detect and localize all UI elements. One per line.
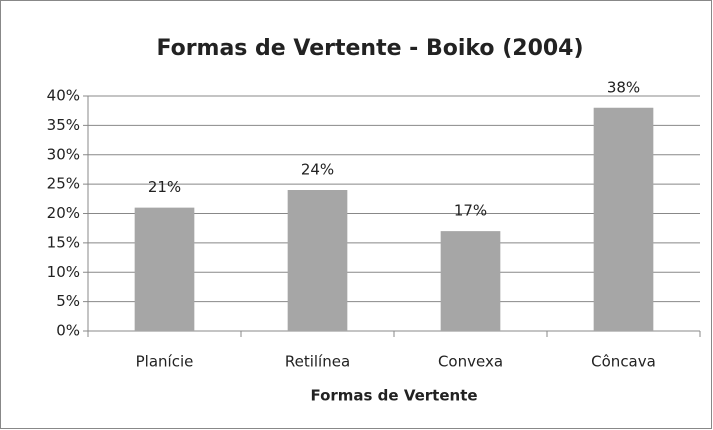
- x-tick-label: Côncava: [591, 353, 656, 371]
- y-tick-label: 20%: [47, 204, 80, 222]
- value-label: 17%: [454, 202, 487, 220]
- bar: [440, 231, 501, 331]
- y-tick-label: 0%: [56, 322, 80, 340]
- value-label: 24%: [301, 161, 334, 179]
- x-tick-label: Retilínea: [285, 353, 350, 371]
- bar: [134, 207, 195, 331]
- bar: [593, 107, 654, 331]
- x-axis-title: Formas de Vertente: [310, 387, 477, 405]
- y-tick-label: 40%: [47, 87, 80, 105]
- y-tick-label: 30%: [47, 145, 80, 163]
- chart-title: Formas de Vertente - Boiko (2004): [156, 36, 583, 61]
- value-label: 38%: [607, 78, 640, 96]
- x-tick-label: Planície: [136, 353, 194, 371]
- y-tick-label: 5%: [56, 292, 80, 310]
- value-label: 21%: [148, 178, 181, 196]
- bar: [287, 190, 348, 331]
- x-tick-label: Convexa: [438, 353, 503, 371]
- y-tick-label: 35%: [47, 116, 80, 134]
- y-tick-label: 10%: [47, 263, 80, 281]
- y-tick-label: 25%: [47, 175, 80, 193]
- y-tick-label: 15%: [47, 233, 80, 251]
